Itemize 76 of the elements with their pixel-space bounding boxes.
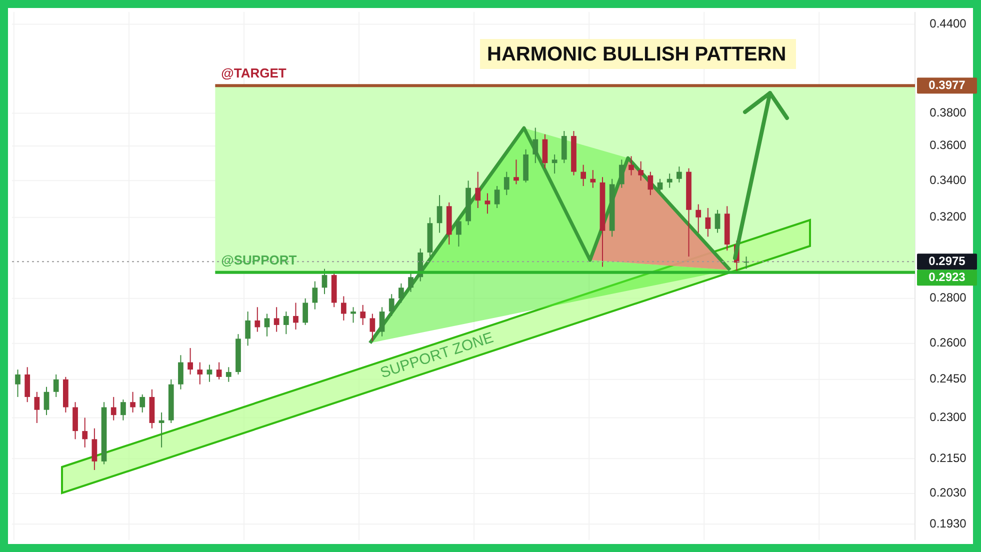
y-tick-label: 0.2300 xyxy=(930,410,967,424)
candlestick xyxy=(206,364,212,382)
candlestick xyxy=(504,171,510,196)
candlestick xyxy=(484,192,490,214)
candlestick xyxy=(34,391,40,424)
candlestick xyxy=(676,166,682,183)
y-tick-label: 0.3800 xyxy=(930,105,967,120)
candlestick xyxy=(388,294,394,316)
candlestick xyxy=(302,298,308,326)
ref-line-label: 0.3977 xyxy=(928,78,966,92)
y-tick-label: 0.3400 xyxy=(930,172,967,187)
candlestick xyxy=(82,417,88,448)
candlestick xyxy=(188,348,193,375)
candlestick xyxy=(408,272,414,292)
candlestick xyxy=(15,369,20,398)
candlestick xyxy=(340,296,346,321)
candlestick xyxy=(436,194,442,234)
ref-line-label: 0.2923 xyxy=(928,270,966,284)
candlestick xyxy=(514,159,519,185)
annotation: @SUPPORT xyxy=(221,252,297,268)
candlestick xyxy=(120,399,126,421)
candlestick xyxy=(580,164,586,187)
candlestick xyxy=(552,154,558,174)
candlestick xyxy=(110,396,116,421)
candlestick xyxy=(72,402,78,440)
candlestick xyxy=(398,282,404,304)
candlestick xyxy=(714,209,720,234)
candlestick xyxy=(360,304,366,326)
candlestick xyxy=(293,302,298,330)
candlestick xyxy=(532,127,538,164)
y-tick-label: 0.4400 xyxy=(930,16,967,30)
ref-line-label: 0.2975 xyxy=(928,254,966,268)
candlestick xyxy=(542,134,548,169)
annotation: @TARGET xyxy=(221,66,286,81)
y-tick-label: 0.2030 xyxy=(930,486,967,500)
candlestick xyxy=(264,313,270,337)
candlestick xyxy=(322,268,328,295)
candlestick xyxy=(226,366,232,382)
candlestick xyxy=(53,374,59,398)
y-tick-label: 0.2600 xyxy=(930,336,967,350)
candlestick xyxy=(590,170,596,188)
candlestick xyxy=(254,306,260,332)
candlestick xyxy=(618,159,624,188)
candlestick xyxy=(283,311,289,335)
candlestick xyxy=(216,362,222,380)
candlestick xyxy=(494,186,500,209)
candlestick xyxy=(197,362,203,385)
candlestick xyxy=(350,306,356,324)
y-tick-label: 0.3200 xyxy=(930,210,967,224)
candlestick xyxy=(666,173,672,188)
candlestick xyxy=(140,394,146,413)
candlestick xyxy=(245,311,250,346)
candlestick xyxy=(705,208,711,238)
candlestick xyxy=(638,160,644,182)
candlestick xyxy=(24,366,30,403)
candlestick xyxy=(657,178,663,194)
candlestick xyxy=(274,306,280,332)
y-tick-label: 0.1930 xyxy=(930,516,967,530)
candlestick xyxy=(475,171,481,209)
candlestick xyxy=(370,313,376,342)
candlestick xyxy=(456,216,462,248)
candlestick xyxy=(648,171,654,196)
candlestick xyxy=(44,386,50,416)
candlestick xyxy=(628,156,634,176)
candlestick xyxy=(92,428,98,470)
y-tick-label: 0.2800 xyxy=(930,290,967,305)
candlestick xyxy=(312,280,318,310)
y-tick-label: 0.3600 xyxy=(930,138,967,152)
candlestick xyxy=(130,391,136,413)
candlestick xyxy=(696,204,702,234)
candlestick xyxy=(561,130,567,164)
candlestick xyxy=(178,354,184,390)
text: HARMONIC BULLISH PATTERN xyxy=(487,43,786,66)
candlestick xyxy=(379,306,385,337)
y-tick-label: 0.2450 xyxy=(930,372,967,386)
y-tick-label: 0.2150 xyxy=(930,450,967,465)
